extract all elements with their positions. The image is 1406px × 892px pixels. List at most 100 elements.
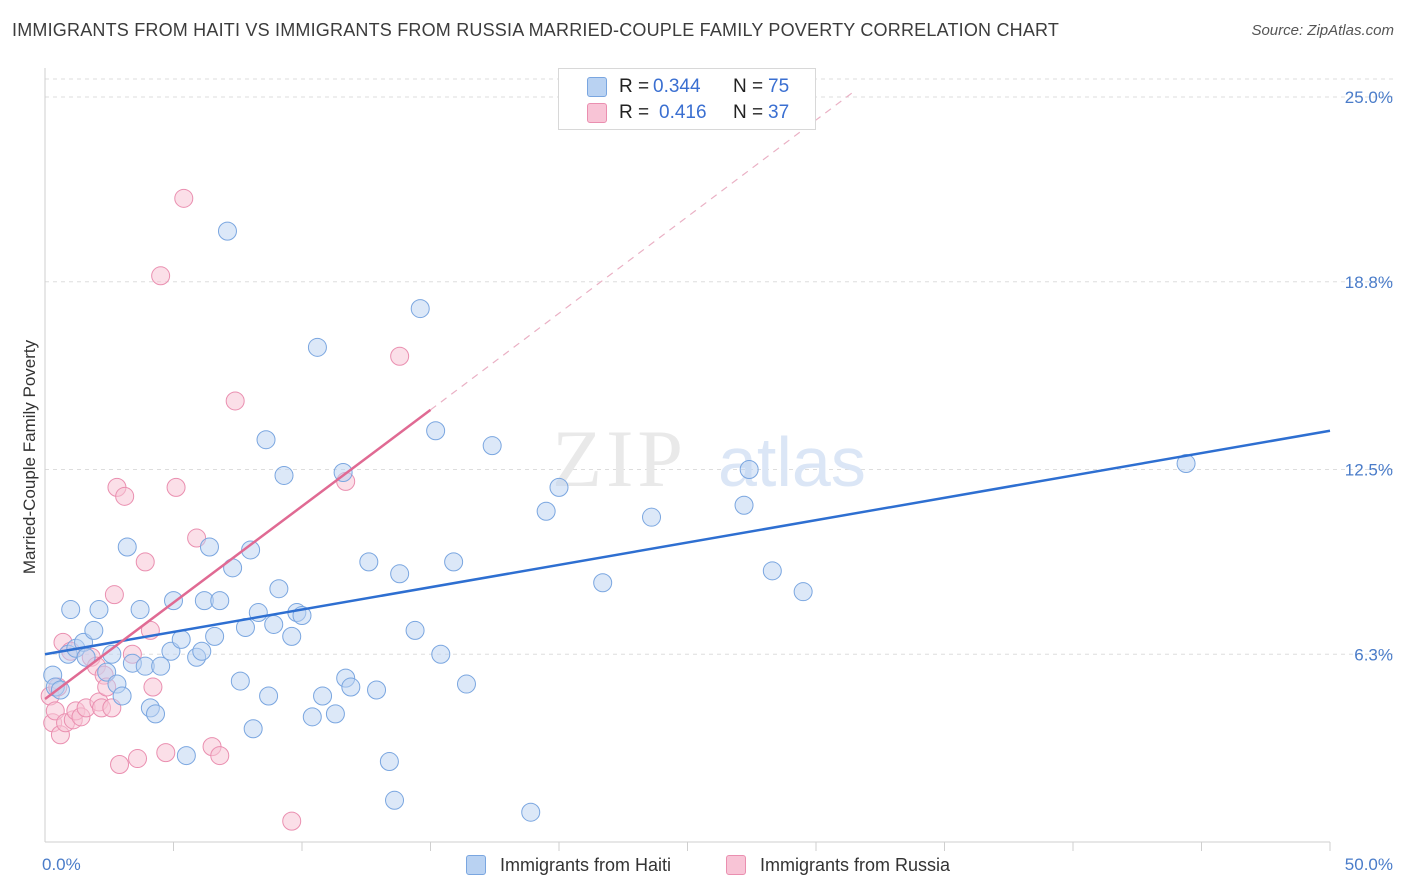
y-tick-label: 18.8% bbox=[1345, 273, 1393, 292]
y-tick-label: 25.0% bbox=[1345, 88, 1393, 107]
legend-item-russia[interactable]: Immigrants from Russia bbox=[726, 852, 950, 878]
haiti-point bbox=[130, 600, 150, 620]
haiti-point bbox=[379, 752, 399, 772]
stats-legend: R = 0.344 N = 75 R = 0.416 N = 37 bbox=[558, 68, 816, 130]
haiti-point bbox=[259, 686, 279, 706]
russia-point bbox=[390, 346, 410, 366]
haiti-point bbox=[549, 477, 569, 497]
russia-swatch bbox=[587, 103, 607, 123]
haiti-trend-line bbox=[44, 429, 1331, 656]
haiti-point bbox=[199, 537, 219, 557]
haiti-point bbox=[333, 462, 353, 482]
haiti-point bbox=[341, 677, 361, 697]
legend-item-haiti[interactable]: Immigrants from Haiti bbox=[466, 852, 671, 878]
haiti-point bbox=[426, 421, 446, 441]
haiti-point bbox=[274, 465, 294, 485]
haiti-point bbox=[405, 620, 425, 640]
russia-n-value: 37 bbox=[768, 102, 790, 123]
haiti-point bbox=[282, 626, 302, 646]
haiti-point bbox=[444, 552, 464, 572]
haiti-point bbox=[367, 680, 387, 700]
haiti-n-value: 75 bbox=[768, 76, 790, 97]
y-tick-label: 12.5% bbox=[1345, 461, 1393, 480]
watermark-atlas: atlas bbox=[718, 423, 866, 501]
haiti-point bbox=[410, 299, 430, 319]
haiti-point bbox=[112, 686, 132, 706]
haiti-point bbox=[192, 641, 212, 661]
russia-point bbox=[166, 477, 186, 497]
source-label: Source: ZipAtlas.com bbox=[1251, 22, 1394, 39]
haiti-point bbox=[205, 626, 225, 646]
n-label: N = bbox=[733, 102, 764, 123]
haiti-point bbox=[536, 501, 556, 521]
haiti-point bbox=[117, 537, 137, 557]
haiti-point bbox=[385, 790, 405, 810]
haiti-point bbox=[456, 674, 476, 694]
russia-point bbox=[110, 755, 130, 775]
haiti-point bbox=[734, 495, 754, 515]
haiti-point bbox=[256, 430, 276, 450]
haiti-point bbox=[302, 707, 322, 727]
russia-point bbox=[115, 486, 135, 506]
russia-point bbox=[174, 188, 194, 208]
haiti-r-value: 0.344 bbox=[653, 76, 701, 97]
x-tick-label: 50.0% bbox=[1345, 855, 1393, 874]
russia-point bbox=[225, 391, 245, 411]
watermark-zip: ZIP bbox=[552, 413, 687, 504]
russia-r-value: 0.416 bbox=[659, 102, 707, 123]
russia-point bbox=[135, 552, 155, 572]
haiti-legend-swatch bbox=[466, 855, 486, 875]
russia-point bbox=[104, 585, 124, 605]
x-tick-label: 0.0% bbox=[42, 855, 81, 874]
haiti-point bbox=[217, 221, 237, 241]
haiti-swatch bbox=[587, 77, 607, 97]
russia-point bbox=[282, 811, 302, 831]
russia-point bbox=[128, 749, 148, 769]
haiti-point bbox=[307, 337, 327, 357]
y-tick-label: 6.3% bbox=[1354, 645, 1393, 664]
gridlines bbox=[45, 78, 1395, 655]
russia-trend-extension bbox=[430, 90, 855, 411]
russia-point bbox=[143, 677, 163, 697]
haiti-point bbox=[762, 561, 782, 581]
haiti-point bbox=[593, 573, 613, 593]
axes bbox=[44, 68, 1331, 851]
watermark: ZIP atlas bbox=[552, 413, 866, 504]
russia-trend-line bbox=[44, 408, 432, 700]
tick-labels: 6.3% 12.5% 18.8% 25.0% 0.0% 50.0% bbox=[42, 88, 1393, 874]
series-legend: Immigrants from Haiti Immigrants from Ru… bbox=[0, 852, 1406, 878]
n-label: N = bbox=[733, 76, 764, 97]
haiti-point bbox=[89, 600, 109, 620]
russia-legend-swatch bbox=[726, 855, 746, 875]
haiti-point bbox=[793, 582, 813, 602]
haiti-point bbox=[390, 564, 410, 584]
russia-point bbox=[210, 746, 230, 766]
haiti-point bbox=[146, 704, 166, 724]
legend-label-haiti: Immigrants from Haiti bbox=[500, 854, 672, 875]
haiti-point bbox=[313, 686, 333, 706]
russia-point bbox=[156, 743, 176, 763]
haiti-point bbox=[359, 552, 379, 572]
haiti-point bbox=[230, 671, 250, 691]
haiti-points bbox=[43, 221, 1196, 822]
haiti-point bbox=[171, 629, 191, 649]
haiti-point bbox=[210, 591, 230, 611]
haiti-point bbox=[642, 507, 662, 527]
trend-lines bbox=[44, 90, 1331, 700]
haiti-point bbox=[243, 719, 263, 739]
legend-label-russia: Immigrants from Russia bbox=[760, 854, 951, 875]
haiti-point bbox=[521, 802, 541, 822]
haiti-point bbox=[431, 644, 451, 664]
haiti-point bbox=[264, 614, 284, 634]
haiti-point bbox=[176, 746, 196, 766]
russia-point bbox=[151, 266, 171, 286]
haiti-point bbox=[151, 656, 171, 676]
chart-title: IMMIGRANTS FROM HAITI VS IMMIGRANTS FROM… bbox=[12, 20, 1060, 40]
r-label: R = bbox=[619, 102, 650, 123]
r-label: R = bbox=[619, 76, 650, 97]
haiti-point bbox=[84, 620, 104, 640]
haiti-point bbox=[739, 460, 759, 479]
haiti-point bbox=[482, 436, 502, 456]
russia-points bbox=[40, 188, 410, 831]
